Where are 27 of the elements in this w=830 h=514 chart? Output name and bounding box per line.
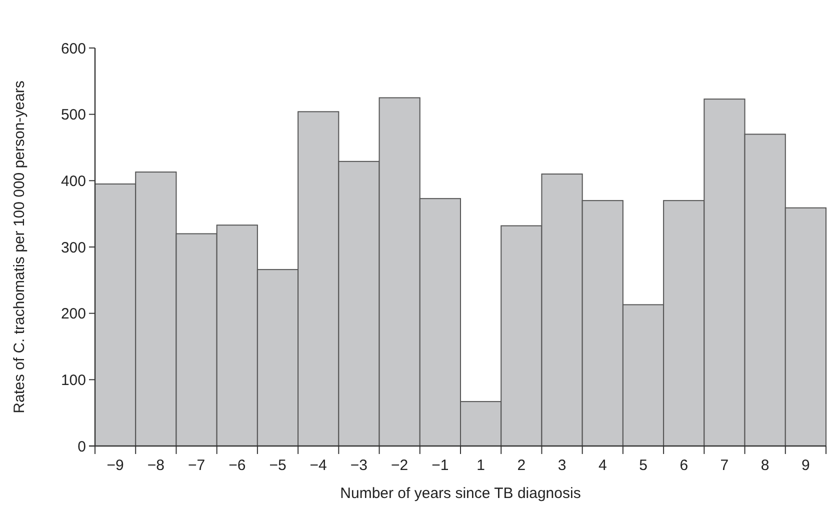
x-tick-label: −3 (350, 457, 368, 474)
y-tick-label: 500 (60, 106, 86, 124)
x-tick-label: 3 (558, 457, 566, 474)
y-tick-label: 200 (60, 306, 86, 323)
x-tick-label: −9 (106, 457, 124, 474)
y-tick-label: 300 (60, 239, 86, 256)
x-tick-label: −1 (432, 457, 449, 474)
x-axis-title: Number of years since TB diagnosis (340, 485, 581, 502)
y-tick-label: 100 (60, 372, 86, 389)
y-tick-label: 600 (60, 40, 86, 58)
x-tick-label: 4 (598, 457, 607, 474)
y-tick-label: 0 (78, 438, 86, 456)
x-tick-label: −4 (310, 457, 327, 474)
x-tick-label: 9 (802, 457, 810, 474)
x-tick-label: −2 (391, 457, 408, 474)
x-tick-label: 6 (680, 457, 688, 474)
x-tick-label: −6 (228, 457, 246, 474)
x-tick-label: 7 (720, 457, 729, 474)
x-tick-label: 5 (639, 457, 648, 474)
x-tick-label: −7 (188, 457, 206, 474)
x-tick-label: −8 (147, 457, 164, 474)
x-tick-label: −5 (269, 457, 286, 474)
y-axis-title: Rates of C. trachomatis per 100 000 person-years (11, 80, 28, 414)
x-tick-label: 8 (760, 457, 770, 474)
x-tick-label: 2 (517, 457, 526, 474)
x-tick-label: 1 (476, 457, 485, 474)
y-tick-label: 400 (60, 172, 86, 190)
